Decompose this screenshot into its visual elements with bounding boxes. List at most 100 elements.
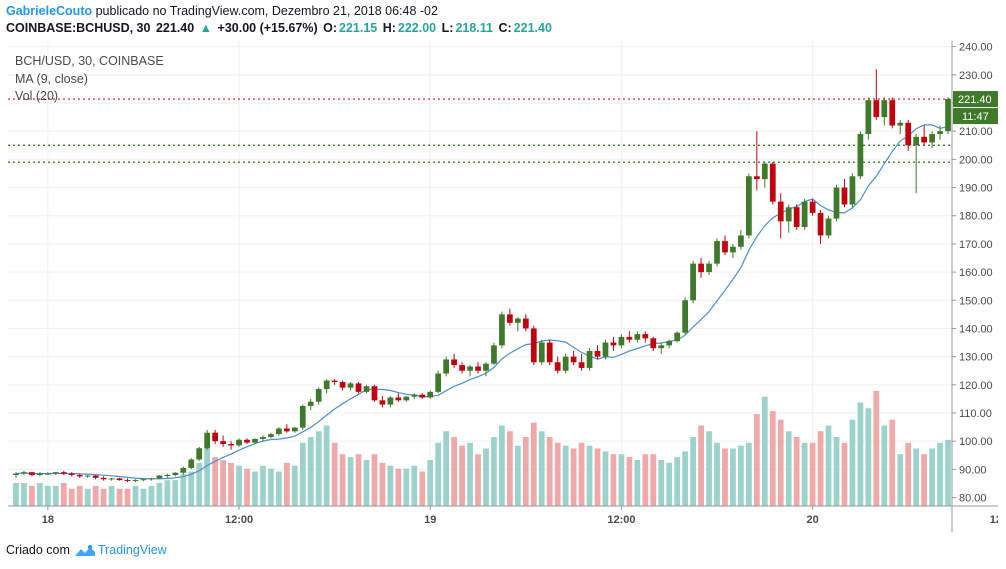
price-chart[interactable]: 240.00230.00220.00210.00200.00190.00180.… bbox=[8, 41, 998, 532]
chart-legend: BCH/USD, 30, COINBASE MA (9, close) Vol … bbox=[15, 53, 164, 106]
candle-body bbox=[809, 201, 816, 213]
volume-bar bbox=[889, 419, 896, 506]
volume-bar bbox=[355, 454, 362, 506]
candle-body bbox=[825, 218, 832, 236]
volume-bar bbox=[666, 462, 673, 506]
volume-bar bbox=[738, 445, 744, 506]
candle-body bbox=[658, 345, 665, 349]
author-link[interactable]: GabrieleCouto bbox=[6, 4, 93, 18]
volume-bar bbox=[507, 431, 513, 506]
volume-bar bbox=[252, 471, 258, 506]
volume-bar bbox=[451, 437, 457, 506]
volume-bar bbox=[817, 431, 824, 506]
volume-bar bbox=[435, 442, 442, 506]
last-price-badge bbox=[953, 91, 998, 108]
candle-body bbox=[140, 479, 147, 481]
volume-bar bbox=[937, 442, 943, 506]
x-tick-label: 12:00 bbox=[607, 514, 635, 526]
candle-body bbox=[546, 342, 553, 363]
candle-body bbox=[21, 472, 27, 474]
candle-body bbox=[108, 478, 115, 480]
x-tick-label: 20 bbox=[806, 514, 818, 526]
candle-body bbox=[538, 342, 545, 363]
y-tick-label: 170.00 bbox=[959, 239, 993, 251]
volume-bar bbox=[602, 451, 609, 506]
candle-body bbox=[419, 394, 426, 398]
candle-body bbox=[347, 383, 354, 388]
volume-bar bbox=[491, 437, 497, 506]
candle-body bbox=[29, 472, 35, 475]
candle-body bbox=[148, 478, 155, 480]
volume-bar bbox=[618, 454, 625, 506]
volume-bar bbox=[530, 422, 537, 506]
volume-bar bbox=[427, 460, 434, 506]
volume-bar bbox=[92, 485, 99, 506]
volume-bar bbox=[459, 445, 465, 506]
open-label: O: bbox=[323, 21, 337, 35]
volume-bar bbox=[674, 457, 681, 506]
close-value: 221.40 bbox=[513, 21, 552, 35]
volume-bar bbox=[626, 457, 633, 506]
candle-body bbox=[889, 100, 896, 126]
candle-body bbox=[307, 401, 314, 406]
candle-body bbox=[746, 176, 752, 236]
candle-body bbox=[666, 341, 673, 346]
volume-bar bbox=[499, 425, 505, 506]
volume-bar bbox=[594, 448, 601, 506]
y-tick-label: 180.00 bbox=[959, 211, 993, 223]
candle-body bbox=[291, 427, 298, 432]
volume-bar bbox=[562, 445, 569, 506]
volume-bar bbox=[124, 488, 131, 506]
candle-body bbox=[116, 478, 123, 481]
volume-bar bbox=[746, 442, 752, 506]
open-value: 221.15 bbox=[338, 21, 378, 35]
low-label: L: bbox=[441, 21, 454, 35]
candle-body bbox=[37, 473, 43, 475]
publish-text: publicado no TradingView.com, Dezembro 2… bbox=[95, 4, 438, 18]
candle-body bbox=[260, 436, 266, 439]
volume-bar bbox=[283, 462, 290, 506]
tradingview-brand-link[interactable]: TradingView bbox=[97, 543, 167, 557]
volume-bar bbox=[658, 460, 665, 506]
candle-body bbox=[84, 475, 91, 477]
candle-body bbox=[753, 176, 760, 180]
candle-body bbox=[706, 263, 712, 273]
y-tick-label: 240.00 bbox=[959, 42, 993, 54]
legend-volume[interactable]: Vol (20) bbox=[15, 89, 59, 103]
y-tick-label: 190.00 bbox=[959, 183, 993, 195]
volume-bar bbox=[331, 442, 338, 506]
candle-body bbox=[738, 235, 744, 247]
candle-body bbox=[363, 386, 370, 392]
y-tick-label: 130.00 bbox=[959, 352, 993, 364]
candle-body bbox=[451, 359, 457, 366]
candle-body bbox=[435, 373, 442, 392]
candle-body bbox=[244, 439, 250, 443]
volume-bar bbox=[467, 442, 473, 506]
volume-bar bbox=[395, 468, 402, 506]
volume-bar bbox=[76, 485, 83, 506]
candle-body bbox=[682, 300, 689, 333]
candle-body bbox=[427, 391, 434, 398]
candle-body bbox=[315, 389, 322, 402]
volume-bar bbox=[220, 460, 226, 506]
candle-body bbox=[180, 467, 187, 473]
candle-body bbox=[769, 163, 776, 202]
volume-bar bbox=[897, 454, 904, 506]
tradingview-logo-icon bbox=[74, 544, 95, 556]
candle-body bbox=[937, 131, 943, 134]
volume-bar bbox=[363, 460, 370, 506]
candle-body bbox=[204, 432, 211, 449]
volume-bar bbox=[29, 485, 35, 506]
volume-bar bbox=[156, 483, 163, 506]
chart-area[interactable]: 240.00230.00220.00210.00200.00190.00180.… bbox=[8, 41, 998, 532]
volume-bar bbox=[268, 468, 274, 506]
candle-body bbox=[801, 201, 808, 227]
publish-info: GabrieleCouto publicado no TradingView.c… bbox=[6, 4, 438, 18]
volume-bar bbox=[212, 457, 219, 506]
volume-bar bbox=[291, 465, 298, 506]
candle-body bbox=[443, 359, 450, 374]
volume-bar bbox=[801, 442, 808, 506]
legend-ma[interactable]: MA (9, close) bbox=[15, 71, 88, 86]
candle-body bbox=[355, 383, 362, 392]
candle-body bbox=[929, 134, 935, 143]
